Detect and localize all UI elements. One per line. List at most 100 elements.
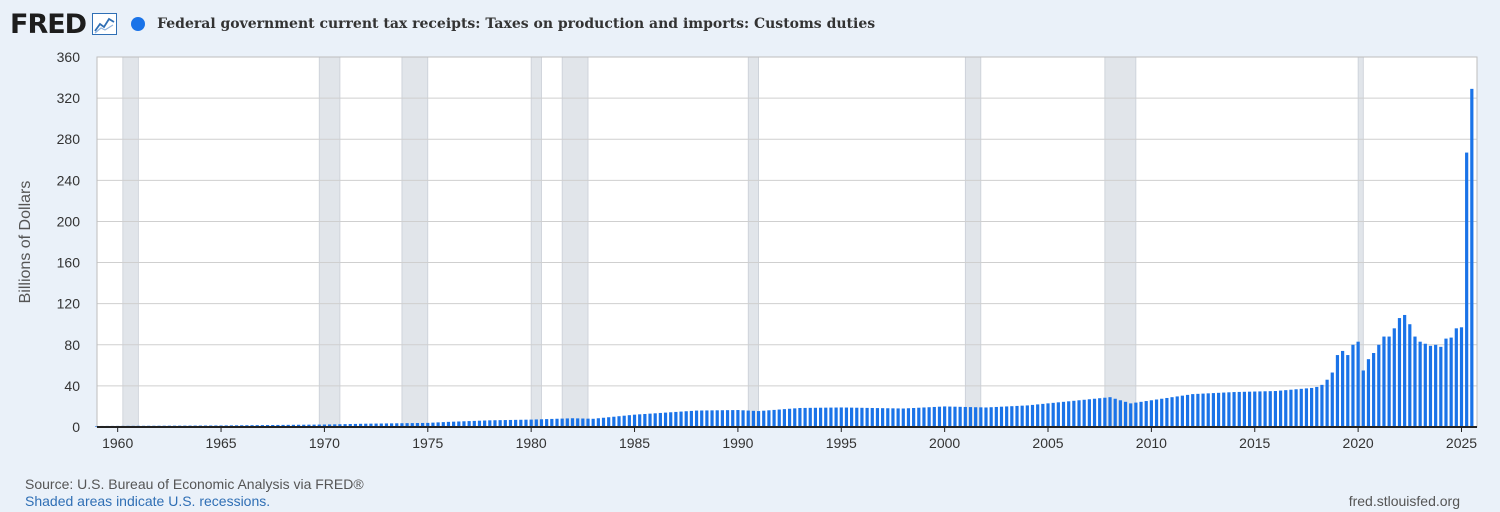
x-tick-label: 1960: [102, 435, 133, 451]
data-bar: [994, 406, 998, 427]
data-bar: [576, 418, 580, 427]
data-bar: [989, 407, 993, 427]
data-bar: [405, 423, 409, 427]
data-bar: [601, 417, 606, 427]
data-bar: [1185, 394, 1190, 427]
data-bar: [746, 410, 750, 427]
data-bar: [1258, 391, 1262, 427]
data-bar: [1346, 355, 1350, 427]
y-tick-label: 200: [57, 213, 81, 229]
data-bar: [364, 423, 368, 427]
data-bar: [452, 421, 456, 427]
data-bar: [1087, 399, 1091, 427]
data-bar: [1454, 328, 1458, 427]
data-bar: [974, 407, 978, 427]
data-bar: [296, 424, 301, 427]
data-bar: [348, 424, 352, 427]
fred-logo[interactable]: FRED: [10, 8, 87, 40]
data-bar: [560, 418, 564, 427]
data-bar: [1242, 391, 1247, 427]
data-bar: [369, 423, 373, 427]
data-bar: [353, 423, 358, 427]
data-bar: [1356, 341, 1360, 427]
data-bar: [1299, 388, 1303, 427]
data-bar: [1377, 344, 1381, 427]
data-bar: [462, 421, 466, 427]
data-bar: [1459, 327, 1464, 427]
data-bar: [741, 410, 745, 427]
data-bar: [1196, 393, 1200, 427]
data-bar: [1118, 400, 1122, 427]
data-bar: [1351, 344, 1355, 427]
data-bar: [1015, 405, 1019, 427]
data-bar: [1036, 404, 1040, 427]
x-tick-label: 1970: [309, 435, 340, 451]
x-tick-label: 1990: [722, 435, 753, 451]
data-bar: [1423, 343, 1427, 427]
data-bar: [483, 420, 487, 427]
data-bar: [477, 420, 482, 427]
data-bar: [307, 424, 311, 427]
data-bar: [1216, 392, 1221, 427]
y-tick-label: 160: [57, 255, 81, 271]
data-bar: [663, 412, 668, 427]
plot-area: [97, 57, 1477, 427]
data-bar: [1113, 398, 1117, 427]
site-url[interactable]: fred.stlouisfed.org: [1348, 493, 1460, 509]
data-bar: [767, 410, 771, 427]
data-bar: [829, 407, 833, 427]
data-bar: [1191, 394, 1195, 427]
recession-band: [318, 56, 341, 428]
data-bar: [1092, 398, 1097, 427]
y-tick-label: 320: [57, 90, 81, 106]
data-bar: [1263, 391, 1267, 427]
recession-band: [530, 56, 542, 428]
data-bar: [627, 415, 631, 427]
data-bar: [839, 407, 843, 427]
data-bar: [720, 410, 724, 427]
data-bar: [1444, 338, 1448, 427]
data-bar: [808, 407, 812, 427]
data-bar: [1175, 396, 1179, 427]
data-bar: [281, 424, 285, 427]
data-bar: [891, 408, 895, 427]
data-bar: [1397, 318, 1402, 427]
data-bar: [963, 406, 967, 427]
data-bar: [658, 412, 662, 427]
y-tick-label: 0: [72, 419, 80, 435]
data-bar: [953, 406, 957, 427]
data-bar: [979, 407, 983, 427]
recession-band: [122, 56, 139, 428]
series-title: Federal government current tax receipts:…: [157, 16, 876, 32]
data-bar: [1232, 392, 1236, 427]
x-tick-label: 2005: [1032, 435, 1063, 451]
data-bar: [751, 410, 755, 427]
data-bar: [524, 419, 528, 427]
data-bar: [813, 407, 818, 427]
data-bar: [1149, 400, 1153, 427]
data-bar: [648, 413, 652, 427]
y-tick-label: 40: [64, 378, 80, 394]
data-bar: [390, 423, 394, 427]
data-bar: [948, 406, 952, 427]
data-bar: [276, 424, 280, 427]
data-bar: [596, 418, 600, 427]
data-bar: [1310, 387, 1314, 427]
recession-band: [1104, 56, 1137, 428]
data-bar: [700, 410, 704, 427]
data-bar: [679, 411, 683, 427]
data-bar: [493, 420, 497, 427]
data-bar: [710, 410, 714, 427]
data-bar: [1366, 359, 1371, 427]
data-bar: [539, 419, 544, 427]
data-bar: [1465, 152, 1469, 427]
data-bar: [1387, 336, 1391, 427]
y-tick-labels: 0 40 80 120 160 200 240 280 320 360: [57, 49, 81, 435]
data-bar: [508, 419, 513, 427]
y-tick-label: 120: [57, 296, 81, 312]
data-bar: [1098, 398, 1102, 427]
data-bar: [1025, 405, 1029, 427]
recession-note[interactable]: Shaded areas indicate U.S. recessions.: [25, 493, 271, 509]
source-note: Source: U.S. Bureau of Economic Analysis…: [25, 476, 364, 492]
